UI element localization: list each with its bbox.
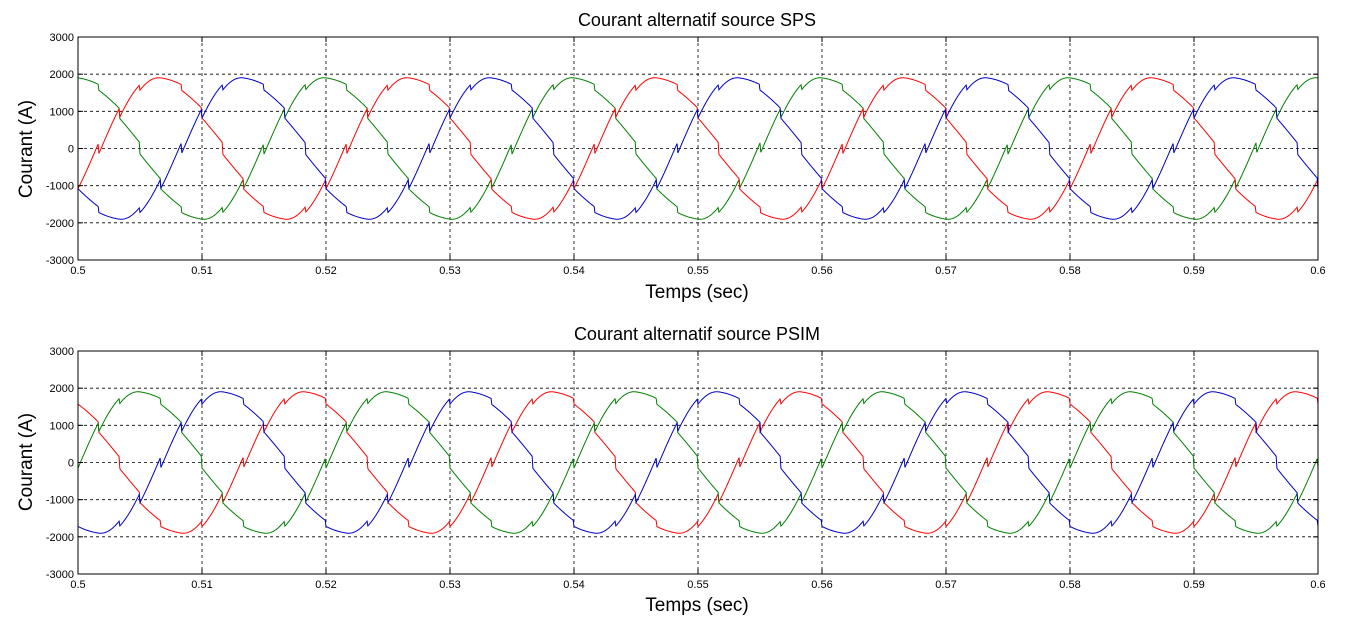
y-tick-label: -3000 (46, 255, 74, 267)
x-tick-label: 0.56 (811, 579, 832, 591)
x-tick-label: 0.57 (935, 265, 956, 277)
x-tick-label: 0.51 (191, 579, 212, 591)
chart-sps: Courant alternatif source SPS Temps (sec… (16, 10, 1326, 303)
x-tick-label: 0.54 (563, 265, 584, 277)
x-tick-label: 0.59 (1183, 579, 1204, 591)
y-axis-label: Courant (A) (16, 413, 37, 511)
series-line-1 (77, 391, 1319, 534)
x-tick-label: 0.57 (935, 579, 956, 591)
x-tick-label: 0.58 (1059, 579, 1080, 591)
y-tick-label: -2000 (46, 532, 74, 544)
x-axis-label: Temps (sec) (645, 595, 748, 616)
x-tick-label: 0.5 (70, 579, 85, 591)
chart-title: Courant alternatif source SPS (578, 10, 816, 30)
series-line-2 (77, 391, 1319, 534)
chart-psim: Courant alternatif source PSIM Temps (se… (16, 324, 1326, 616)
series-line-2 (77, 77, 1319, 220)
x-tick-label: 0.56 (811, 265, 832, 277)
x-tick-label: 0.6 (1310, 579, 1325, 591)
x-tick-label: 0.53 (439, 579, 460, 591)
x-axis-label: Temps (sec) (645, 282, 748, 303)
y-axis-label: Courant (A) (16, 100, 37, 198)
series-line-0 (77, 391, 1319, 534)
y-tick-label: -1000 (46, 181, 74, 193)
x-tick-label: 0.58 (1059, 265, 1080, 277)
y-tick-label: -3000 (46, 569, 74, 581)
y-tick-label: 0 (68, 458, 74, 470)
x-tick-label: 0.59 (1183, 265, 1204, 277)
x-tick-label: 0.55 (687, 579, 708, 591)
x-tick-label: 0.6 (1310, 265, 1325, 277)
x-tick-label: 0.54 (563, 579, 584, 591)
x-tick-label: 0.51 (191, 265, 212, 277)
x-tick-label: 0.52 (315, 579, 336, 591)
chart-title: Courant alternatif source PSIM (574, 324, 820, 344)
y-tick-label: 0 (68, 144, 74, 156)
x-tick-label: 0.52 (315, 265, 336, 277)
y-tick-label: 2000 (50, 383, 74, 395)
y-tick-label: -1000 (46, 495, 74, 507)
y-tick-label: 3000 (50, 346, 74, 358)
y-tick-label: 1000 (50, 106, 74, 118)
y-tick-label: 1000 (50, 420, 74, 432)
x-tick-label: 0.55 (687, 265, 708, 277)
x-tick-label: 0.5 (70, 265, 85, 277)
y-tick-label: -2000 (46, 218, 74, 230)
y-tick-label: 3000 (50, 32, 74, 44)
x-tick-label: 0.53 (439, 265, 460, 277)
y-tick-label: 2000 (50, 69, 74, 81)
